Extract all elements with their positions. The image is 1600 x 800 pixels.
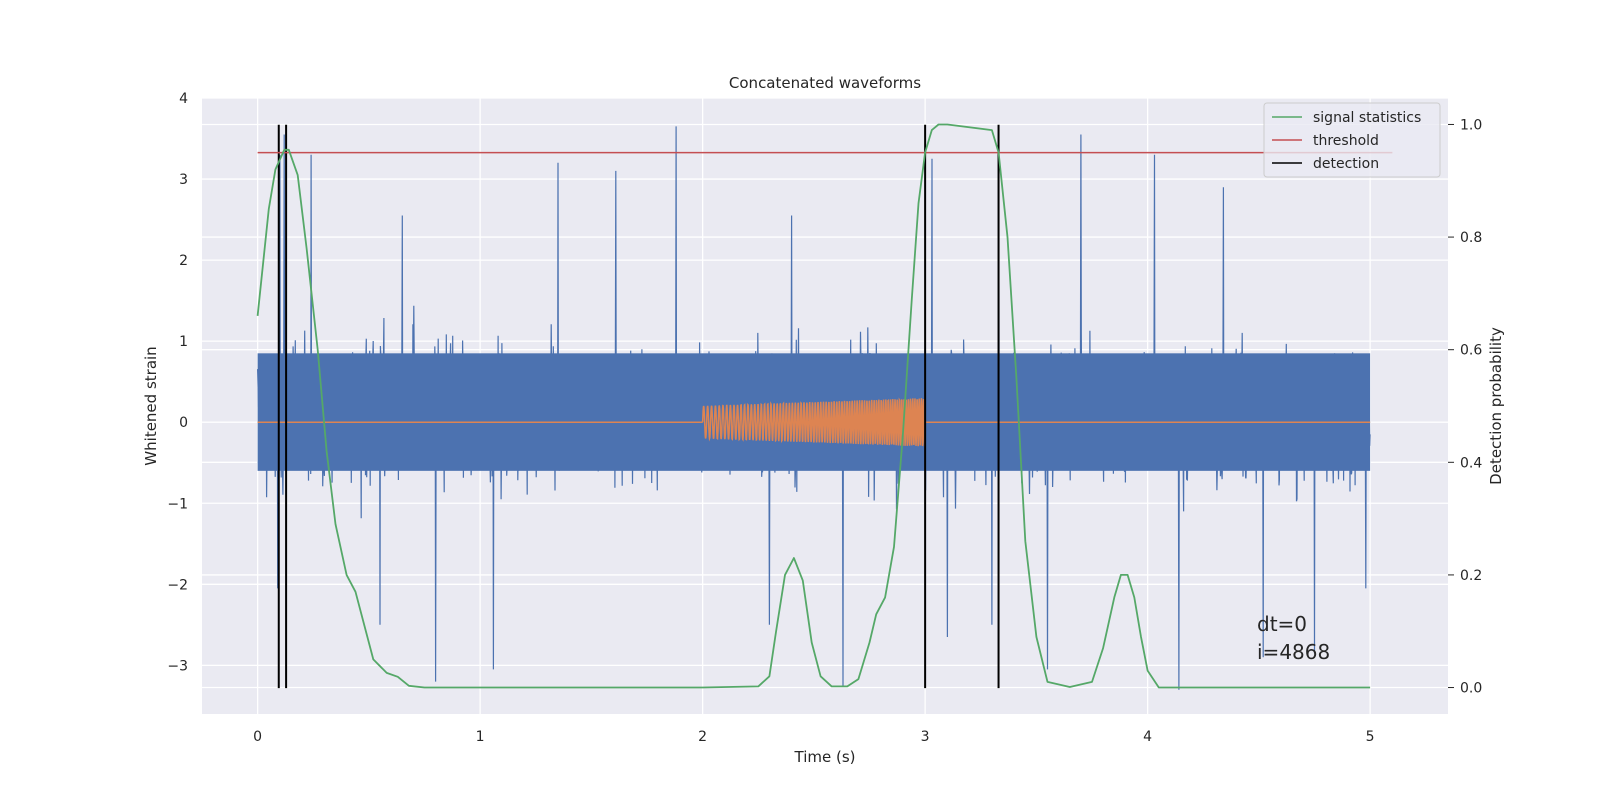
x-tick-label: 5 [1366, 729, 1375, 745]
y-right-tick-label: 0.4 [1460, 455, 1482, 471]
y-tick-label: 1 [179, 334, 188, 350]
x-tick-label: 1 [476, 729, 485, 745]
x-tick-label: 4 [1143, 729, 1152, 745]
annotation-dt: dt=0 [1257, 612, 1307, 636]
y-tick-label: −3 [167, 658, 188, 674]
y-tick-label: −2 [167, 577, 188, 593]
chart-title: Concatenated waveforms [729, 74, 921, 92]
signal-statistics-line [256, 123, 1371, 689]
y-axis-label: Whitened strain [142, 346, 160, 465]
x-tick-label: 0 [253, 729, 262, 745]
strain-dense-band [257, 353, 1371, 471]
y-right-tick-label: 0.6 [1460, 343, 1482, 359]
y-tick-label: 2 [179, 253, 188, 269]
y-tick-label: 0 [179, 415, 188, 431]
legend-label-detection: detection [1313, 156, 1379, 172]
data-layer [256, 123, 1393, 690]
legend-label-signal-statistics: signal statistics [1313, 110, 1421, 126]
y-right-tick-label: 0.0 [1460, 681, 1482, 697]
legend: signal statistics threshold detection [1263, 102, 1441, 178]
x-tick-label: 3 [921, 729, 930, 745]
legend-label-threshold: threshold [1313, 133, 1379, 149]
annotation-index: i=4868 [1257, 640, 1330, 664]
y-tick-label: 3 [179, 172, 188, 188]
y-right-tick-label: 0.8 [1460, 230, 1482, 246]
x-tick-label: 2 [698, 729, 707, 745]
y-right-tick-label: 0.2 [1460, 568, 1482, 584]
y-tick-label: −1 [167, 496, 188, 512]
y-axis-label-right: Detection probability [1487, 327, 1505, 485]
y-right-tick-label: 1.0 [1460, 117, 1482, 133]
injected-waveform-line [257, 397, 1371, 447]
y-tick-label: 4 [179, 91, 188, 107]
x-axis-label: Time (s) [794, 748, 856, 766]
legend-box [1263, 102, 1441, 178]
tick-labels: 0 1 2 3 4 5 −3 −2 −1 0 1 2 3 4 0.0 0.2 0.4 0.6 0.8 1.0 [167, 91, 1482, 745]
